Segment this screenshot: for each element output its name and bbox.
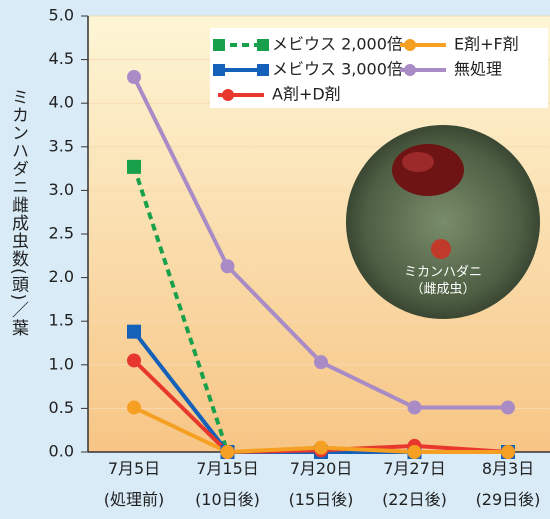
legend-marker <box>404 39 416 51</box>
data-point <box>408 401 422 415</box>
y-tick-label: 3.0 <box>49 180 74 199</box>
y-tick-label: 3.5 <box>49 136 74 155</box>
x-tick-label: 7月5日 (処理前) <box>84 453 184 515</box>
legend-marker <box>257 39 269 51</box>
legend-marker <box>222 89 234 101</box>
x-tick-label: 7月20日 (15日後) <box>271 453 371 515</box>
y-tick-label: 2.5 <box>49 224 74 243</box>
legend-label: メビウス 3,000倍 <box>272 60 403 79</box>
chart: 0.0 0.5 1.0 1.5 2.0 2.5 3.0 3.5 4.0 4.5 5.0 メビウス 2,… <box>0 0 550 519</box>
data-point <box>501 401 515 415</box>
data-point <box>127 70 141 84</box>
chart-svg: 0.0 0.5 1.0 1.5 2.0 2.5 3.0 3.5 4.0 4.5 5.0 メビウス 2,… <box>0 0 550 519</box>
y-tick-label: 1.5 <box>49 311 74 330</box>
x-tick-label: 7月27日 (22日後) <box>365 453 465 515</box>
legend-marker <box>404 64 416 76</box>
data-point <box>127 160 141 174</box>
y-axis-title: ミカンハダニ雌成虫数(頭)／葉 <box>6 88 31 337</box>
legend-marker <box>257 64 269 76</box>
legend-label: メビウス 2,000倍 <box>272 35 403 54</box>
data-point <box>127 325 141 339</box>
y-tick-label: 4.0 <box>49 93 74 112</box>
y-tick-label: 1.0 <box>49 354 74 373</box>
x-tick-label: 8月3日 (29日後) <box>458 453 550 515</box>
y-tick-label: 0.0 <box>49 442 74 461</box>
legend-label: E剤+F剤 <box>454 35 519 54</box>
data-point <box>221 259 235 273</box>
legend-label: 無処理 <box>454 60 502 79</box>
data-point <box>127 401 141 415</box>
legend-marker <box>213 39 225 51</box>
x-tick-label: 7月15日 (10日後) <box>178 453 278 515</box>
legend-label: A剤+D剤 <box>272 85 341 104</box>
data-point <box>314 355 328 369</box>
y-tick-label: 2.0 <box>49 267 74 286</box>
y-tick-label: 5.0 <box>49 6 74 25</box>
y-tick-label: 0.5 <box>49 398 74 417</box>
legend-marker <box>213 64 225 76</box>
y-tick-label: 4.5 <box>49 49 74 68</box>
data-point <box>127 353 141 367</box>
photo-caption: ミカンハダニ （雌成虫） <box>383 264 503 298</box>
